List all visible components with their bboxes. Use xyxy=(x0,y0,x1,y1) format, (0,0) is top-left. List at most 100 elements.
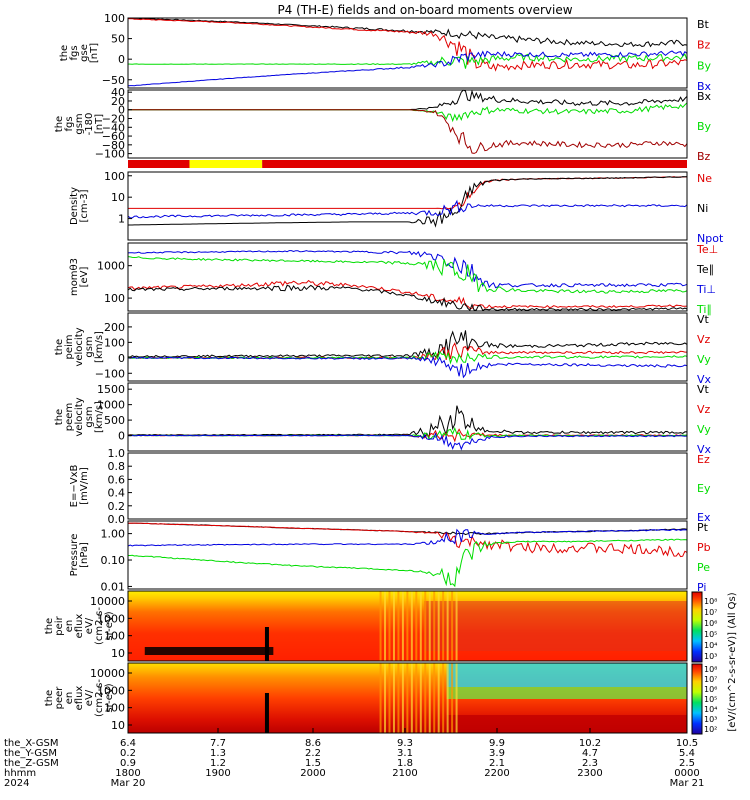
pressure-series-Pb xyxy=(127,522,688,558)
spectrogram-streak xyxy=(379,663,382,733)
data-gap-stripe xyxy=(264,693,269,733)
ylabel-line: fgs xyxy=(69,45,80,60)
y-tick-label: 10 xyxy=(111,719,125,732)
legend-Vy: Vy xyxy=(697,353,711,366)
x-row-value: 3.9 xyxy=(489,748,505,759)
peim_velocity-frame xyxy=(127,312,688,382)
legend-Bt: Bt xyxy=(697,18,710,31)
y-tick-label: 20 xyxy=(111,95,125,108)
x-row-value: 2.2 xyxy=(305,748,321,759)
ylabel-line: the xyxy=(44,690,55,706)
ylabel-line: en xyxy=(64,692,75,705)
peim_velocity-series-Vx xyxy=(127,355,688,379)
legend-Bz: Bz xyxy=(697,39,711,52)
state_bar-panel xyxy=(128,160,687,168)
electron-mid-band xyxy=(446,687,687,699)
legend-Ti⊥: Ti⊥ xyxy=(696,283,716,296)
pressure-frame xyxy=(127,520,688,590)
spectrogram-streak xyxy=(415,663,418,733)
ylabel-line: fgs xyxy=(64,116,75,131)
y-tick-label: 1000 xyxy=(97,260,125,273)
efield-ylabel: E=−VxB [mV/m] xyxy=(69,465,90,508)
figure-title: P4 (TH-E) fields and on-board moments ov… xyxy=(277,3,572,17)
legend-Vy: Vy xyxy=(697,423,711,436)
legend-Bz: Bz xyxy=(697,150,711,163)
ylabel-line: peem xyxy=(64,403,75,431)
y-tick-label: −100 xyxy=(95,367,125,380)
ylabel-line: Density xyxy=(69,187,80,225)
x-row-value: Mar 21 xyxy=(670,778,705,789)
y-tick-label: 0.10 xyxy=(101,554,126,567)
x-row-label: the_Y-GSM xyxy=(4,748,57,759)
legend-Vz: Vz xyxy=(697,403,711,416)
x-row-value: 1800 xyxy=(115,768,140,779)
moments_t-frame xyxy=(127,242,688,312)
x-row-value: 3.1 xyxy=(397,748,413,759)
ylabel-line: sr-eV) xyxy=(104,611,115,640)
legend-Bx: Bx xyxy=(697,80,712,93)
spectrogram-streak xyxy=(388,591,391,661)
x-row-value: 2100 xyxy=(392,768,417,779)
ylabel-line: gsm xyxy=(84,336,95,357)
density-frame xyxy=(127,171,688,241)
x-row-label: the_X-GSM xyxy=(4,738,58,749)
y-tick-label: 10 xyxy=(111,647,125,660)
spectrogram-streak xyxy=(437,663,440,733)
colorbar: 10⁸10⁷10⁶10⁵10⁴10³10⁸10⁷10⁶10⁵10⁴10³10²[… xyxy=(691,591,738,735)
y-tick-label: 1000 xyxy=(97,684,125,697)
colorbar-tick: 10⁸ xyxy=(704,597,717,606)
colorbar-tick: 10⁴ xyxy=(704,641,717,650)
peim_velocity-series-Vy xyxy=(127,350,688,365)
ylabel-line: [mV/m] xyxy=(79,467,90,505)
fgs_gsm-series-Bz xyxy=(128,109,688,154)
peir_spec-ylabel: the peir en eflux eV/(cm2-s-sr-eV) xyxy=(44,607,115,645)
spectrogram-streak xyxy=(455,591,458,661)
moments_t-series-Te∥ xyxy=(127,284,688,312)
colorbar-top xyxy=(691,591,703,663)
ylabel-line: gse xyxy=(79,44,90,62)
y-tick-label: 0 xyxy=(118,53,125,66)
colorbar-label: [eV/(cm^2-s-sr-eV)] (All Qs) xyxy=(727,592,738,731)
x-row-value: 2000 xyxy=(300,768,325,779)
x-row-value: 0.2 xyxy=(120,748,136,759)
x-row-value: 1.3 xyxy=(210,748,226,759)
ylabel-line: E=−VxB xyxy=(69,465,80,508)
y-tick-label: 100 xyxy=(104,336,125,349)
spectrogram-streak xyxy=(446,663,449,733)
y-tick-label: 100 xyxy=(104,630,125,643)
y-tick-label: 100 xyxy=(104,292,125,305)
fgs_gse-frame xyxy=(127,17,688,89)
legend-Te∥: Te∥ xyxy=(696,263,714,276)
legend-Npot: Npot xyxy=(697,232,724,245)
x-row-value: 2.1 xyxy=(489,758,505,769)
spectrogram-streak xyxy=(384,591,387,661)
peer_spec-ylabel: the peer en eflux eV/(cm2-s-sr-eV) xyxy=(44,679,115,717)
density-series-Ni xyxy=(128,176,688,228)
x-row-label: hhmm xyxy=(4,768,36,779)
ylabel-line: [km/s] xyxy=(94,401,105,433)
spectrogram-streak xyxy=(428,591,431,661)
ylabel-line: [cm-3] xyxy=(79,189,90,222)
spectrogram-streak xyxy=(410,663,413,733)
colorbar-bottom xyxy=(691,663,703,735)
moments_t-series-Te⊥ xyxy=(127,279,688,309)
moments_t-series-Ti⊥ xyxy=(127,250,688,289)
y-tick-label: 0.0 xyxy=(108,513,126,526)
y-tick-label: 500 xyxy=(104,414,125,427)
peem_velocity-series-Vx xyxy=(127,432,688,451)
moments_t-series-Ti∥ xyxy=(127,256,688,294)
ylabel-line: peer xyxy=(54,686,65,710)
y-tick-label: 100 xyxy=(104,702,125,715)
density-series-Npot xyxy=(127,199,688,219)
colorbar-tick: 10⁴ xyxy=(704,705,717,714)
colorbar-tick: 10⁶ xyxy=(704,685,717,694)
ion-flux-region xyxy=(424,601,687,651)
spectrogram-streak xyxy=(451,663,454,733)
legend-Pt: Pt xyxy=(697,521,709,534)
ylabel-line: the xyxy=(54,409,65,425)
peir_spec-panel: 10000 1000 100 10 the peir en eflux eV/(cm2-s-sr… xyxy=(44,590,688,662)
colorbar-tick: 10⁵ xyxy=(704,630,717,639)
efield-frame xyxy=(127,452,688,520)
